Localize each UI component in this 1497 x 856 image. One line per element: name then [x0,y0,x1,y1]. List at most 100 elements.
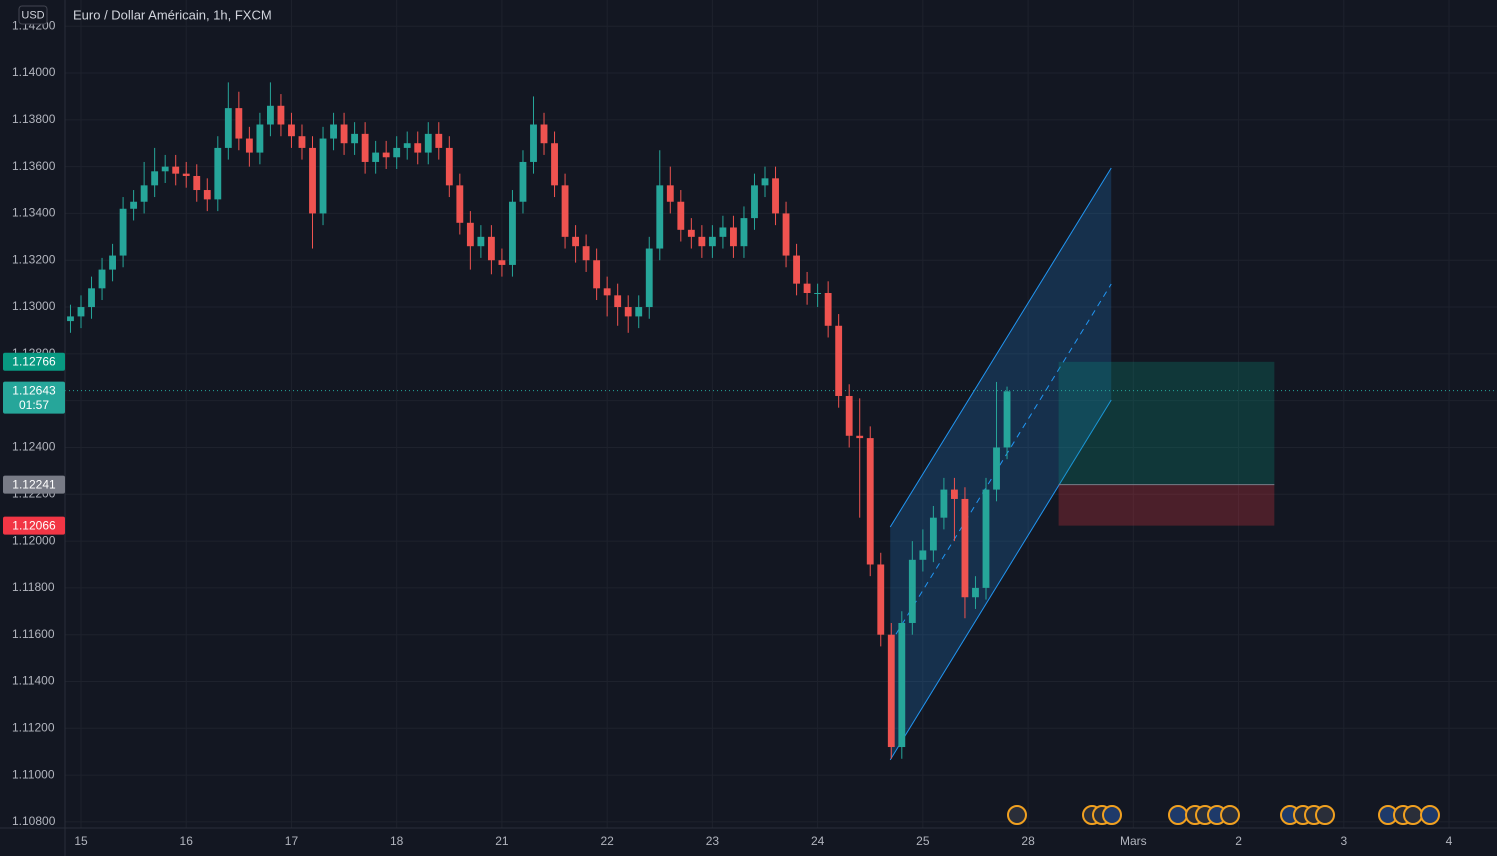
candle-body [751,185,758,219]
candle-body [951,489,958,499]
price-tag [3,475,65,494]
y-tick-label: 1.13200 [12,252,56,266]
grid [65,0,1497,828]
candle-body [487,236,495,261]
candle-body [582,246,590,261]
event-icon[interactable] [1007,805,1027,825]
candle-body [88,288,95,308]
candle-body [687,229,695,237]
candle-body [719,227,727,237]
candle-body [940,489,948,518]
chart-title: Euro / Dollar Américain, 1h, FXCM [73,7,272,22]
x-tick-label: 3 [1340,834,1347,848]
candle-body [961,498,969,598]
x-tick-label: 21 [495,834,509,848]
price-tag-label: 1.12241 [12,477,56,491]
candle-body [603,288,611,296]
candle-body [161,166,169,172]
candle-body [445,147,453,186]
candle-body [414,143,422,153]
y-tick-label: 1.11800 [12,580,55,594]
price-tag-label: 1.12066 [12,518,56,532]
candle-body [898,622,906,748]
time-axis [0,828,1497,856]
candle-body [782,213,790,256]
x-tick-label: 25 [916,834,930,848]
candle-body [361,133,369,162]
candle-body [561,185,569,237]
currency[interactable]: USD [21,9,44,21]
price-axis [0,0,65,856]
drawings [65,167,1497,761]
candle-body [835,325,843,396]
candle-body [519,161,527,202]
candle-body [666,185,674,202]
y-tick-label: 1.12400 [12,440,56,454]
candle-body [235,108,243,139]
stop-zone [1058,484,1275,526]
candle-body [656,185,664,249]
candle-body [67,316,74,322]
event-icon[interactable] [1220,805,1240,825]
candle-body [245,138,253,153]
candle-body [1003,391,1011,448]
candle-body [572,236,580,247]
y-tick-label: 1.11600 [12,627,55,641]
candle-body [708,236,716,247]
candle-body [214,147,222,200]
y-tick-label: 1.10800 [12,814,56,828]
candle-body [908,559,916,623]
event-icon[interactable] [1102,805,1122,825]
events [1007,805,1440,825]
y-tick-label: 1.13800 [12,112,56,126]
candle-body [877,564,885,635]
candle-body [193,175,201,191]
x-tick-label: Mars [1120,834,1147,848]
countdown: 01:57 [19,398,49,412]
candle-body [298,136,306,148]
x-tick-label: 22 [600,834,614,848]
event-icon[interactable] [1315,805,1335,825]
candle-body [351,133,359,144]
y-tick-label: 1.13400 [12,206,56,220]
y-tick-label: 1.13000 [12,299,56,313]
candle-body [593,260,601,289]
price-tag-label: 1.12766 [12,354,56,368]
candle-body [793,255,800,284]
candle-body [288,124,295,137]
candle-body [330,124,337,139]
y-tick-label: 1.13600 [12,159,56,173]
candle-body [635,307,643,317]
last-price-tag [3,381,65,414]
x-tick-label: 18 [390,834,404,848]
currency-button[interactable] [18,5,48,25]
candle-body [498,260,506,265]
candle-body [761,178,769,186]
candle-body [677,201,685,230]
event-icon[interactable] [1403,805,1423,825]
y-tick-label: 1.12000 [12,533,56,547]
candle-body [256,124,264,153]
event-icon[interactable] [1168,805,1188,825]
candle-body [435,133,443,148]
candle-body [77,307,85,317]
candle-body [624,307,632,317]
event-icon[interactable] [1420,805,1440,825]
x-tick-label: 2 [1235,834,1242,848]
candle-body [866,438,874,565]
candle-body [309,147,316,214]
x-tick-label: 4 [1446,834,1453,848]
candle-body [466,222,474,247]
candle-body [919,550,927,560]
candle-body [477,236,485,247]
candle-body [393,147,401,158]
x-tick-label: 15 [74,834,88,848]
candle-body [824,293,832,326]
candle-body [140,185,148,202]
candle-body [340,124,348,144]
candle-body [203,190,211,200]
candle-body [551,143,558,186]
candle-body [887,634,895,748]
candle-body [509,201,516,265]
